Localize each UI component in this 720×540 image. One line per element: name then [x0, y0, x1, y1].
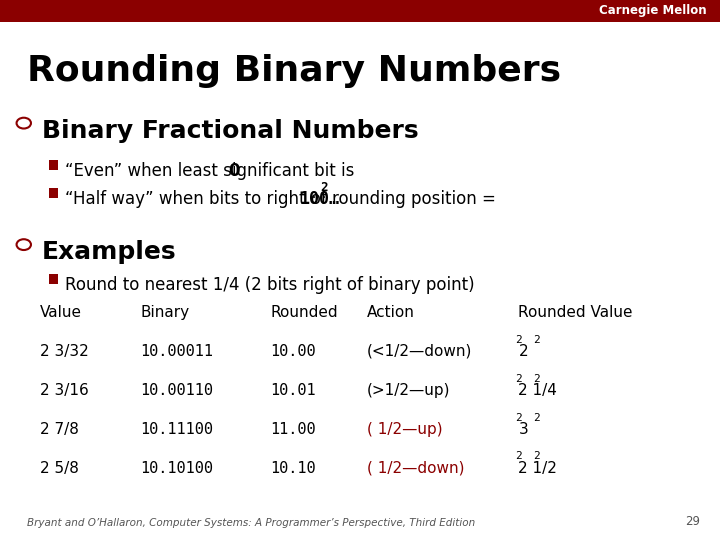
- Text: 100…: 100…: [300, 190, 340, 208]
- Text: 29: 29: [685, 515, 700, 528]
- Text: (>1/2—up): (>1/2—up): [367, 383, 451, 398]
- Text: 10.11100: 10.11100: [140, 422, 213, 437]
- Bar: [49, 274, 58, 284]
- Text: Binary: Binary: [140, 305, 189, 320]
- Text: 2 5/8: 2 5/8: [40, 461, 78, 476]
- Text: 10.00110: 10.00110: [140, 383, 213, 398]
- Text: ( 1/2—up): ( 1/2—up): [367, 422, 443, 437]
- Text: 2: 2: [534, 451, 540, 462]
- Text: 2: 2: [534, 335, 540, 345]
- Text: Value: Value: [40, 305, 81, 320]
- Text: 2 1/4: 2 1/4: [518, 383, 557, 398]
- Text: 10.10100: 10.10100: [140, 461, 213, 476]
- Text: Binary Fractional Numbers: Binary Fractional Numbers: [42, 119, 418, 143]
- Text: 10.00011: 10.00011: [140, 344, 213, 359]
- Text: 2: 2: [516, 374, 522, 384]
- Text: (<1/2—down): (<1/2—down): [367, 344, 472, 359]
- Text: 10.01: 10.01: [270, 383, 315, 398]
- Text: Round to nearest 1/4 (2 bits right of binary point): Round to nearest 1/4 (2 bits right of bi…: [65, 276, 474, 294]
- Text: Examples: Examples: [42, 240, 176, 264]
- Text: 0: 0: [229, 162, 240, 180]
- Text: Carnegie Mellon: Carnegie Mellon: [600, 4, 707, 17]
- Text: Rounded Value: Rounded Value: [518, 305, 633, 320]
- Text: “Even” when least significant bit is: “Even” when least significant bit is: [65, 162, 359, 180]
- Text: 10.10: 10.10: [270, 461, 315, 476]
- Text: “Half way” when bits to right of rounding position =: “Half way” when bits to right of roundin…: [65, 190, 501, 208]
- Text: 2: 2: [534, 413, 540, 423]
- Text: 2: 2: [516, 413, 522, 423]
- Text: 2: 2: [534, 374, 540, 384]
- Text: Bryant and O’Hallaron, Computer Systems: A Programmer’s Perspective, Third Editi: Bryant and O’Hallaron, Computer Systems:…: [27, 518, 476, 528]
- Text: 2: 2: [516, 451, 522, 462]
- Text: 11.00: 11.00: [270, 422, 315, 437]
- Bar: [0, 0, 720, 22]
- Text: 10.00: 10.00: [270, 344, 315, 359]
- Text: Rounded: Rounded: [270, 305, 338, 320]
- Text: 2 3/32: 2 3/32: [40, 344, 89, 359]
- Text: Rounding Binary Numbers: Rounding Binary Numbers: [27, 54, 562, 88]
- Text: Action: Action: [367, 305, 415, 320]
- Text: 2 7/8: 2 7/8: [40, 422, 78, 437]
- Text: 2 3/16: 2 3/16: [40, 383, 89, 398]
- Bar: [49, 160, 58, 170]
- Text: 2: 2: [516, 335, 522, 345]
- Text: 3: 3: [518, 422, 528, 437]
- Text: 2 1/2: 2 1/2: [518, 461, 557, 476]
- Text: ( 1/2—down): ( 1/2—down): [367, 461, 464, 476]
- Text: 2: 2: [320, 181, 328, 194]
- Bar: [49, 188, 58, 198]
- Text: 2: 2: [518, 344, 528, 359]
- Text: “Even” when least significant bit is 0: “Even” when least significant bit is 0: [65, 162, 370, 180]
